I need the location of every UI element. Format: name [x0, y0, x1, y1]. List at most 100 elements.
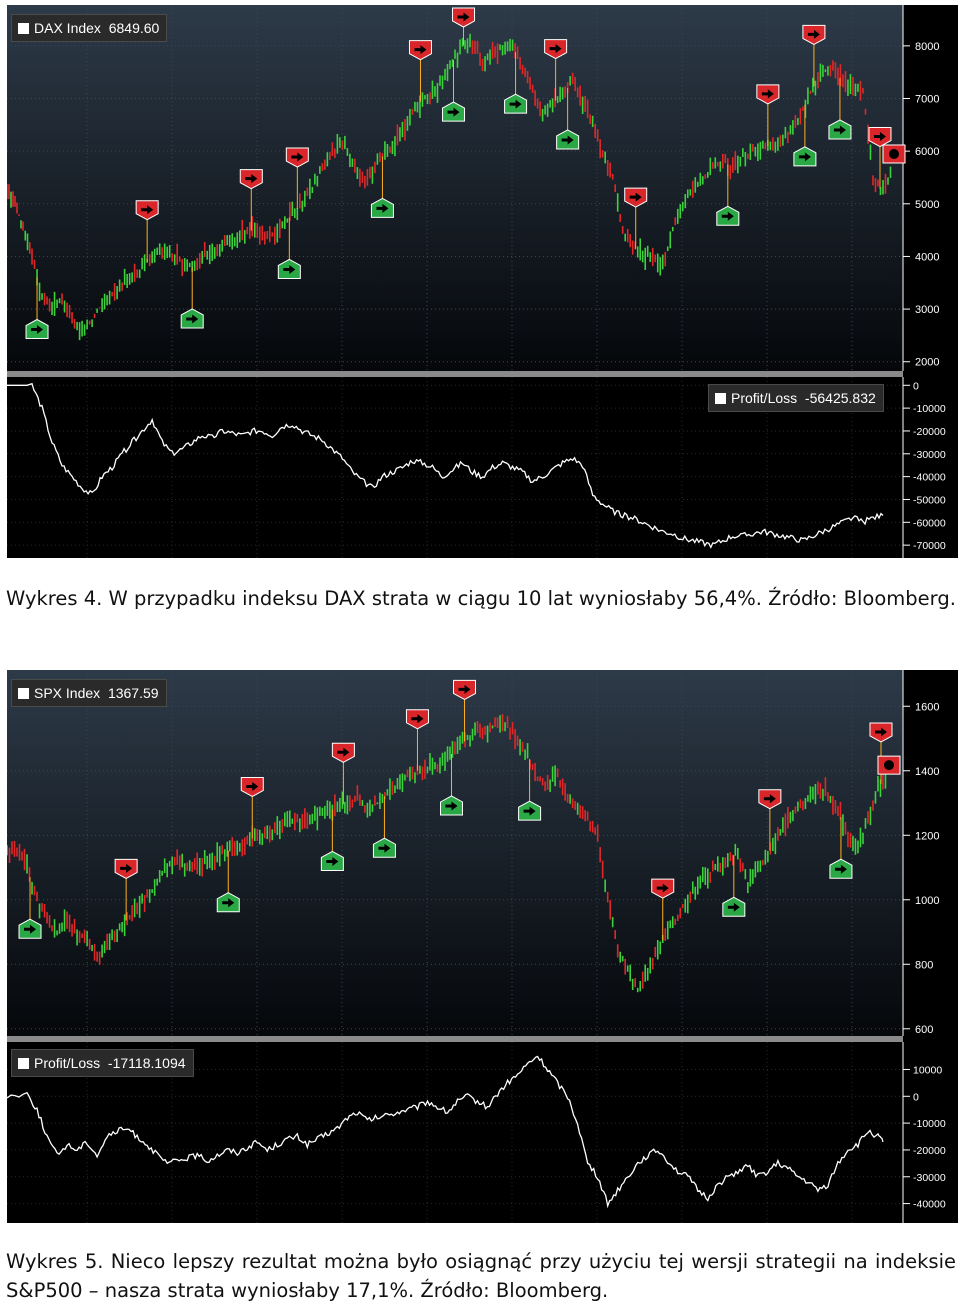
- arrow-right-icon: [411, 714, 424, 724]
- spx-pl-legend: Profit/Loss -17118.1094: [11, 1049, 194, 1077]
- legend-square-icon: [18, 688, 29, 699]
- arrow-right-icon: [523, 806, 536, 816]
- buy-signal-marker: [442, 101, 466, 122]
- stop-circle-icon: [888, 148, 899, 159]
- arrow-right-icon: [834, 864, 847, 874]
- buy-signal-marker: [320, 850, 344, 871]
- y-tick-label: 5000: [915, 199, 939, 211]
- caption-figure-5: Wykres 5. Nieco lepszy rezultat można by…: [6, 1250, 956, 1302]
- buy-signal-marker: [370, 197, 394, 218]
- buy-signal-marker: [504, 93, 528, 114]
- buy-signal-marker: [180, 308, 204, 329]
- spx-legend-value: 1367.59: [107, 685, 159, 701]
- profit-loss-line: [7, 382, 884, 549]
- spx-legend: SPX Index 1367.59: [11, 679, 167, 707]
- y-tick-label: 3000: [915, 304, 939, 316]
- axis-bg: [903, 670, 958, 1223]
- y-tick-label: 0: [913, 1091, 919, 1103]
- spx-pl-value: -17118.1094: [107, 1055, 186, 1071]
- y-tick-label: -30000: [913, 449, 946, 461]
- dax-chart-figure: 8000 7000 6000 5000 4000 3000 2000 0 -10000 -2000…: [7, 5, 958, 558]
- arrow-right-icon: [222, 898, 235, 908]
- dax-legend-value: 6849.60: [108, 20, 160, 36]
- arrow-right-icon: [31, 325, 44, 334]
- spx-pl-label: Profit/Loss: [34, 1055, 101, 1071]
- y-tick-label: 1600: [915, 701, 939, 713]
- price-panel-bg: [7, 670, 903, 1036]
- y-tick-label: 600: [915, 1024, 933, 1036]
- y-tick-label: -60000: [913, 517, 946, 529]
- sell-signal-marker: [405, 709, 429, 730]
- y-tick-label: 10000: [913, 1064, 942, 1076]
- buy-signal-marker: [440, 795, 464, 816]
- arrow-right-icon: [376, 203, 389, 213]
- arrow-right-icon: [721, 211, 734, 221]
- legend-square-icon: [18, 1058, 29, 1069]
- sell-signal-marker: [135, 200, 159, 221]
- dax-pl-label: Profit/Loss: [731, 390, 798, 406]
- arrow-right-icon: [120, 863, 133, 873]
- y-tick-label: 8000: [915, 41, 939, 53]
- dax-pl-value: -56425.832: [804, 390, 876, 406]
- profit-loss-line: [7, 1055, 884, 1209]
- arrow-right-icon: [283, 264, 296, 274]
- arrow-right-icon: [457, 12, 470, 22]
- y-tick-label: -40000: [913, 1199, 946, 1211]
- arrow-right-icon: [337, 747, 350, 757]
- sell-signal-marker: [452, 7, 476, 28]
- arrow-right-icon: [445, 801, 458, 811]
- axis-bg: [903, 5, 958, 558]
- caption-figure-4: Wykres 4. W przypadku indeksu DAX strata…: [6, 587, 956, 610]
- sell-signal-marker: [408, 40, 432, 61]
- y-tick-label: 800: [915, 959, 933, 971]
- arrow-right-icon: [509, 99, 522, 109]
- buy-signal-marker: [556, 129, 580, 150]
- arrow-right-icon: [458, 684, 471, 694]
- y-tick-label: -40000: [913, 472, 946, 484]
- arrow-right-icon: [378, 843, 391, 853]
- sell-signal-marker: [239, 169, 263, 190]
- spx-chart-svg: 1600 1400 1200 1000 800 600 10000 0 -10000 -20000…: [7, 670, 958, 1223]
- y-tick-label: 4000: [915, 251, 939, 263]
- arrow-right-icon: [833, 125, 846, 135]
- buy-signal-marker: [277, 258, 301, 279]
- y-tick-label: -10000: [913, 1118, 946, 1130]
- y-tick-label: 1400: [915, 766, 939, 778]
- dax-pl-legend: Profit/Loss -56425.832: [708, 384, 884, 412]
- arrow-right-icon: [246, 781, 259, 791]
- y-tick-label: 0: [913, 380, 919, 392]
- arrow-right-icon: [874, 727, 887, 737]
- arrow-right-icon: [873, 132, 886, 142]
- arrow-right-icon: [549, 44, 562, 54]
- arrow-right-icon: [141, 205, 154, 215]
- sell-signal-marker: [869, 722, 893, 743]
- dax-chart-svg: 8000 7000 6000 5000 4000 3000 2000 0 -10000 -2000…: [7, 5, 958, 558]
- arrow-right-icon: [656, 883, 669, 893]
- spx-chart-figure: 1600 1400 1200 1000 800 600 10000 0 -10000 -20000…: [7, 670, 958, 1223]
- arrow-right-icon: [414, 45, 427, 55]
- buy-signal-marker: [716, 205, 740, 226]
- spx-legend-label: SPX Index: [34, 685, 101, 701]
- sell-signal-marker: [240, 776, 264, 798]
- y-tick-label: -30000: [913, 1172, 946, 1184]
- arrow-right-icon: [326, 856, 339, 866]
- buy-signal-marker: [18, 918, 42, 939]
- buy-signal-marker: [829, 858, 853, 879]
- sell-signal-marker: [114, 858, 138, 879]
- sell-signal-marker: [544, 39, 568, 60]
- sell-signal-marker: [651, 878, 675, 899]
- y-tick-label: -20000: [913, 426, 946, 438]
- dax-legend-label: DAX Index: [34, 20, 101, 36]
- legend-square-icon: [715, 393, 726, 404]
- y-tick-label: -10000: [913, 403, 946, 415]
- buy-signal-marker: [216, 892, 240, 913]
- buy-signal-marker: [793, 146, 817, 167]
- sell-signal-marker: [758, 789, 782, 810]
- stop-circle-icon: [883, 760, 894, 771]
- y-tick-label: 2000: [915, 357, 939, 369]
- buy-signal-marker: [372, 837, 396, 858]
- panel-separator: [7, 371, 958, 377]
- buy-signal-marker: [518, 800, 542, 821]
- arrow-right-icon: [291, 152, 304, 162]
- buy-signal-marker: [722, 896, 746, 917]
